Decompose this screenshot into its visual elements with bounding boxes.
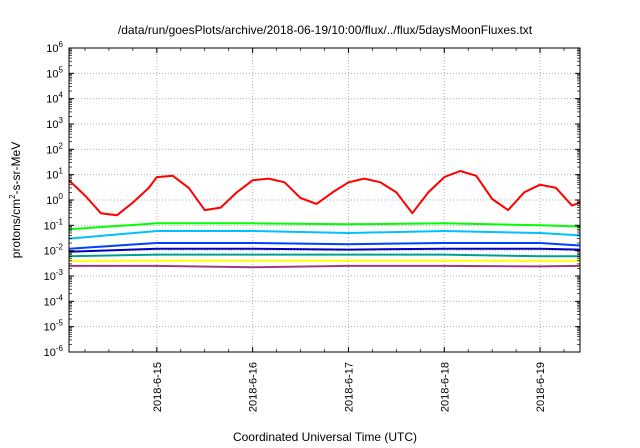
series-line	[68, 222, 581, 231]
y-tick-label: 10-1	[44, 217, 64, 232]
series-line	[68, 230, 581, 240]
y-tick-label: 10-2	[44, 243, 64, 258]
y-tick-label: 10-4	[44, 293, 64, 308]
x-axis-label: Coordinated Universal Time (UTC)	[233, 430, 417, 444]
series-line	[68, 170, 581, 217]
series-layer	[68, 170, 581, 269]
grid	[69, 48, 580, 352]
y-tick-label: 10-3	[44, 268, 64, 283]
x-tick-label: 2018-6-19	[535, 362, 547, 412]
series-line	[69, 264, 581, 269]
y-axis-label-exponent: 2	[8, 194, 17, 199]
y-tick-label: 101	[46, 167, 63, 182]
y-axis-label-main: protons/cm	[9, 199, 23, 258]
x-tick-label: 2018-6-16	[248, 362, 260, 412]
y-tick-label: 10-5	[44, 319, 64, 334]
y-tick-label: 105	[46, 65, 63, 80]
ticks: 10-6 10-5 10-4 10-3 10-2 10-1 100 101 102 103 104 1…	[44, 40, 580, 412]
y-tick-label: 106	[46, 40, 63, 55]
x-tick-label: 2018-6-17	[343, 362, 355, 412]
y-tick-label: 104	[46, 91, 63, 106]
chart-title: /data/run/goesPlots/archive/2018-06-19/1…	[118, 23, 533, 37]
y-axis-label: protons/cm2-s-sr-MeV	[8, 142, 23, 258]
x-tick-label: 2018-6-15	[152, 362, 164, 412]
series-line	[68, 247, 581, 253]
y-tick-label: 103	[46, 116, 63, 131]
y-tick-label: 10-6	[44, 344, 64, 359]
series-line	[68, 242, 581, 250]
series-line	[68, 253, 580, 258]
y-tick-label: 100	[46, 192, 63, 207]
x-tick-label: 2018-6-18	[439, 362, 451, 412]
y-tick-label: 102	[46, 141, 63, 156]
y-axis-label-rest: -s-sr-MeV	[9, 142, 23, 195]
